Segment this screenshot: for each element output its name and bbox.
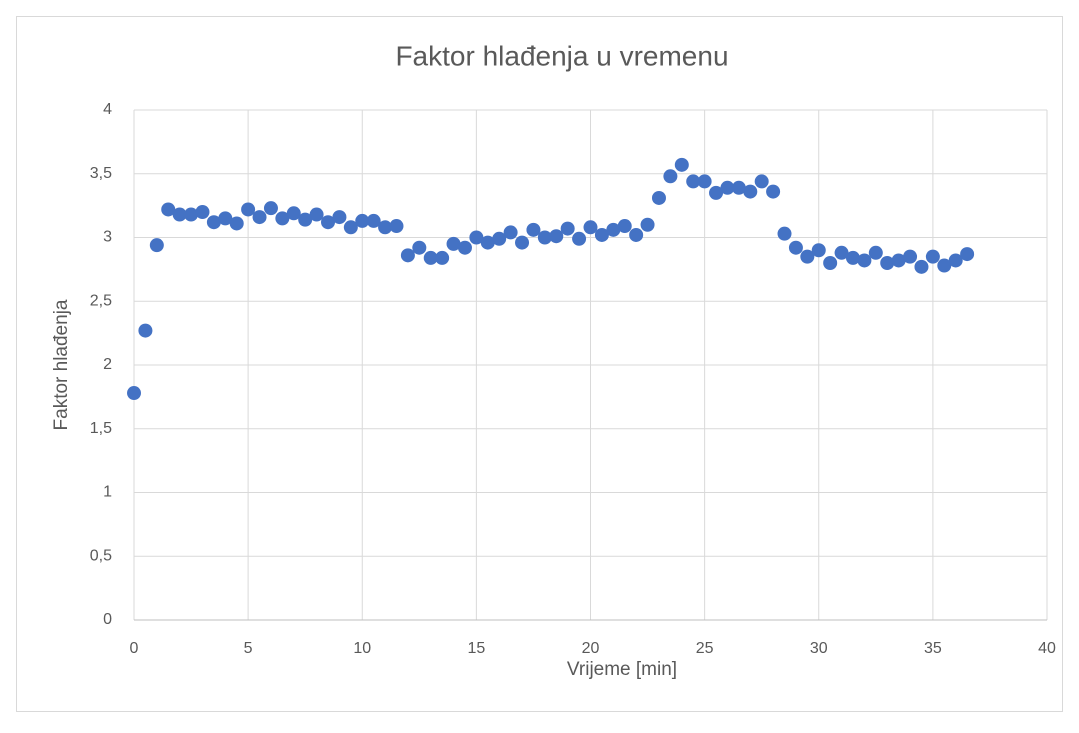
x-tick-label: 0 — [130, 640, 139, 657]
y-tick-label: 1,5 — [90, 420, 112, 437]
point — [788, 240, 803, 255]
x-tick-label: 10 — [353, 640, 371, 657]
y-tick-label: 2,5 — [90, 292, 112, 309]
point — [663, 169, 678, 184]
x-tick-label: 25 — [696, 640, 714, 657]
point — [606, 222, 621, 237]
point — [435, 250, 450, 265]
point — [195, 205, 210, 219]
point — [686, 174, 701, 189]
point — [617, 219, 632, 234]
point — [743, 184, 758, 199]
point — [640, 217, 655, 232]
point — [161, 202, 176, 217]
point — [709, 185, 724, 200]
point — [127, 386, 141, 401]
point — [446, 236, 461, 251]
point — [321, 215, 336, 230]
point — [480, 235, 495, 250]
y-tick-label: 1 — [103, 484, 112, 501]
chart-frame — [16, 16, 1063, 712]
y-tick-label: 0 — [103, 611, 112, 628]
point — [674, 157, 689, 172]
point — [583, 220, 598, 235]
point — [343, 220, 358, 235]
point — [275, 211, 290, 226]
point — [366, 213, 381, 228]
point — [332, 210, 347, 225]
point — [960, 247, 975, 262]
point — [515, 235, 530, 250]
x-tick-label: 35 — [924, 640, 942, 657]
point — [549, 229, 564, 244]
point — [834, 245, 849, 260]
point — [252, 210, 267, 225]
point — [412, 240, 427, 255]
y-axis-label: Faktor hlađenja — [51, 299, 72, 430]
point — [537, 230, 552, 245]
point — [355, 213, 370, 228]
point — [629, 227, 644, 242]
point — [138, 323, 153, 338]
point — [400, 248, 415, 263]
point — [492, 231, 507, 246]
point — [309, 207, 324, 222]
point — [903, 249, 918, 264]
point — [572, 231, 587, 246]
chart-title: Faktor hlađenja u vremenu — [395, 40, 728, 71]
point — [754, 174, 769, 189]
point — [457, 240, 472, 255]
point — [469, 230, 484, 245]
y-tick-label: 2 — [103, 356, 112, 373]
point — [378, 220, 393, 235]
x-tick-label: 5 — [244, 640, 253, 657]
point — [766, 184, 781, 199]
point — [172, 207, 187, 222]
point — [286, 206, 301, 221]
point — [868, 245, 883, 260]
point — [526, 222, 541, 237]
y-tick-label: 3 — [103, 229, 112, 246]
point — [229, 216, 244, 231]
point — [560, 221, 575, 236]
x-tick-label: 30 — [810, 640, 828, 657]
point — [594, 227, 609, 242]
y-tick-label: 3,5 — [90, 165, 112, 182]
point — [298, 212, 313, 227]
point — [149, 238, 164, 253]
point — [777, 226, 792, 241]
point — [845, 250, 860, 265]
point — [800, 249, 815, 264]
point — [184, 207, 199, 222]
point — [720, 180, 735, 195]
point — [218, 211, 233, 226]
x-tick-label: 15 — [467, 640, 485, 657]
point — [948, 253, 963, 268]
x-tick-label: 20 — [582, 640, 600, 657]
point — [263, 201, 278, 216]
point — [880, 256, 895, 270]
y-tick-label: 4 — [103, 101, 112, 118]
x-axis-label: Vrijeme [min] — [567, 659, 677, 680]
point — [697, 174, 712, 189]
point — [651, 190, 666, 205]
point — [914, 259, 929, 274]
point — [823, 256, 838, 270]
point — [891, 253, 906, 268]
y-tick-label: 0,5 — [90, 547, 112, 564]
point — [811, 243, 826, 258]
point — [423, 250, 438, 265]
point — [389, 219, 404, 234]
point — [857, 253, 872, 268]
point — [241, 202, 256, 217]
point — [731, 180, 746, 195]
point — [925, 249, 940, 264]
point — [206, 215, 221, 230]
point — [937, 258, 952, 273]
point — [503, 225, 518, 240]
x-tick-label: 40 — [1038, 640, 1056, 657]
